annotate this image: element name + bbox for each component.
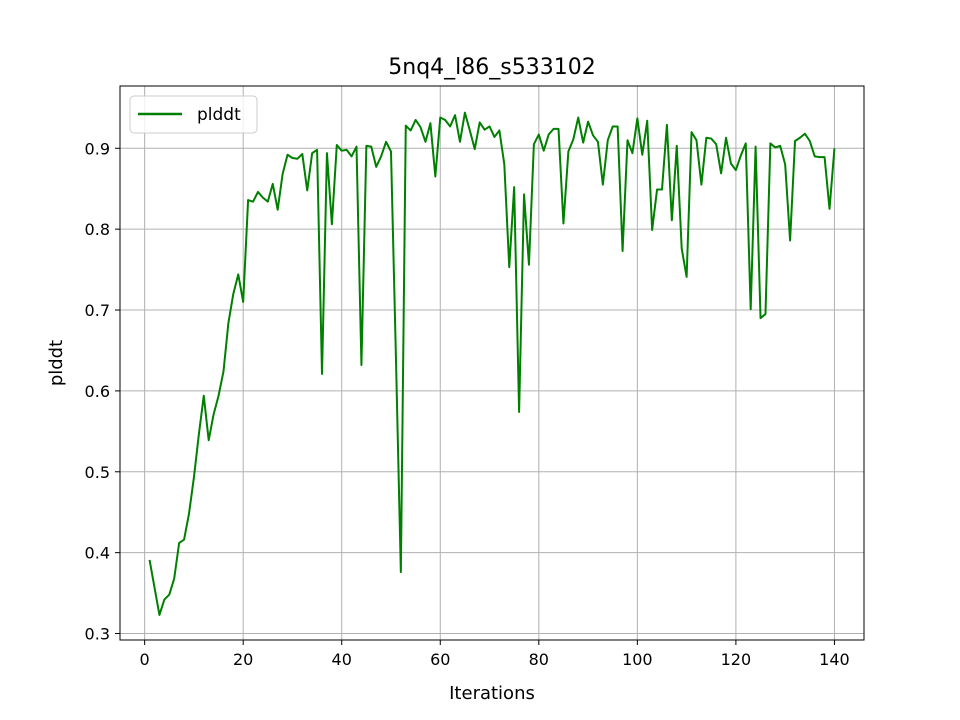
x-tick-label: 40	[332, 650, 352, 669]
plot-area-frame	[119, 85, 865, 641]
x-tick-label: 120	[721, 650, 752, 669]
legend: plddt	[129, 95, 258, 134]
y-axis-title: plddt	[46, 340, 67, 386]
x-tick-label: 0	[140, 650, 150, 669]
y-tick-label: 0.4	[85, 544, 110, 563]
x-tick-label: 140	[819, 650, 850, 669]
x-tick-label: 60	[430, 650, 450, 669]
y-tick-label: 0.5	[85, 463, 110, 482]
y-tick-label: 0.3	[85, 625, 110, 644]
legend-label: plddt	[197, 105, 241, 125]
legend-box	[129, 95, 258, 134]
x-tick-label: 20	[233, 650, 253, 669]
y-tick-label: 0.8	[85, 220, 110, 239]
x-tick-label: 100	[622, 650, 653, 669]
plot-series	[148, 111, 836, 616]
series-line-plddt	[148, 111, 836, 616]
x-tick-label: 80	[529, 650, 549, 669]
x-axis-title: Iterations	[449, 683, 535, 704]
axis-ticks: 0 20 40 60 80 100 120 140 0.3 0.4 0.5 0.6 0.7 0.8 0.9	[85, 139, 850, 669]
y-tick-label: 0.9	[85, 139, 110, 158]
y-tick-label: 0.7	[85, 301, 110, 320]
chart-title: 5nq4_l86_s533102	[388, 55, 595, 80]
y-tick-label: 0.6	[85, 382, 110, 401]
grid-lines	[120, 86, 864, 640]
